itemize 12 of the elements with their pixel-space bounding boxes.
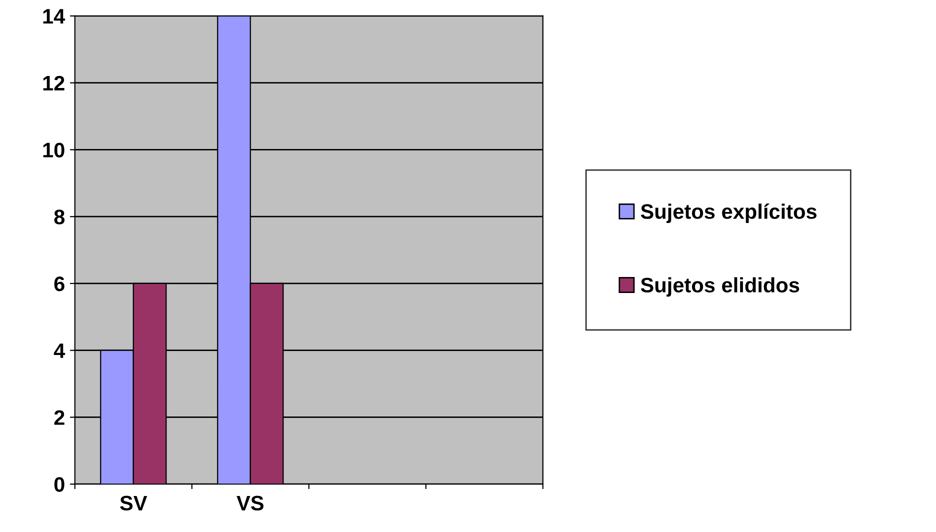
y-tick-label: 0 — [54, 477, 64, 492]
y-tick-label: 12 — [43, 76, 64, 90]
y-tick-label: 6 — [54, 276, 64, 292]
legend-label: Sujetos explícitos — [640, 203, 817, 224]
y-tick-label: 2 — [54, 410, 64, 425]
y-tick-label: 10 — [43, 142, 64, 158]
y-tick-label: 14 — [43, 9, 66, 24]
x-tick-label: SV — [120, 496, 148, 511]
y-tick-label: 4 — [54, 344, 66, 358]
y-tick-label: 8 — [54, 210, 65, 224]
x-tick-label: VS — [236, 496, 264, 511]
legend-label: Sujetos elididos — [640, 277, 800, 297]
